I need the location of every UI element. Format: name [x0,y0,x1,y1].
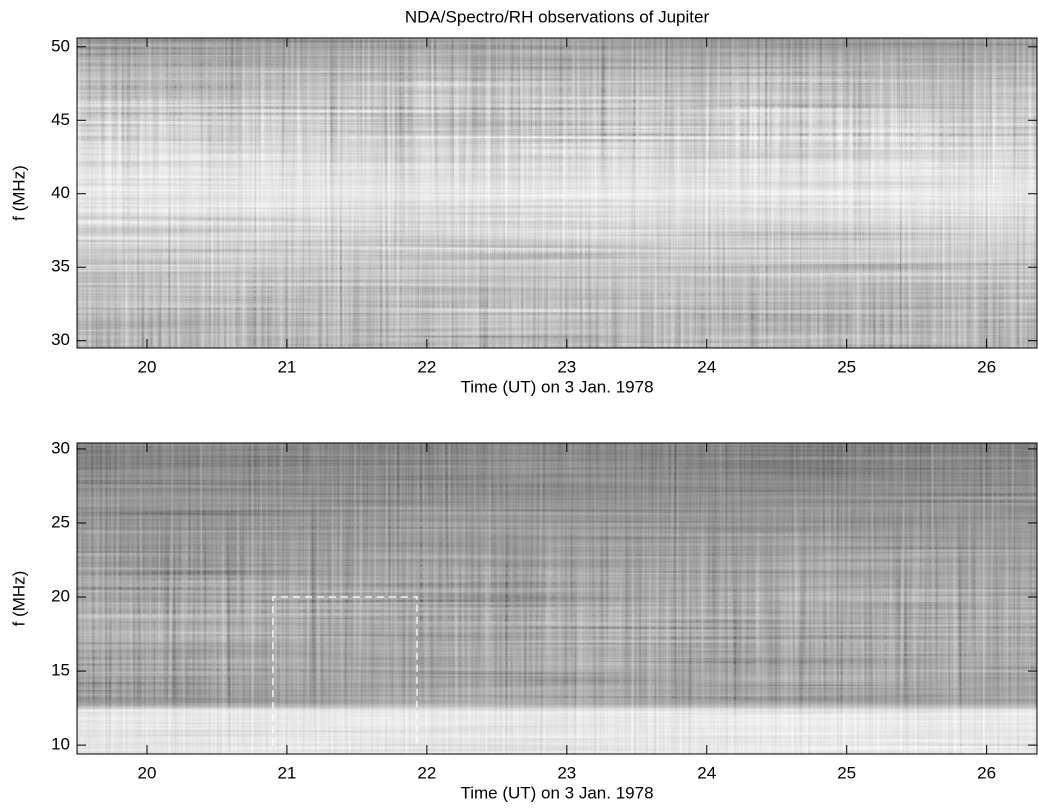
spectrogram-shading [77,443,1037,754]
y-tick-label: 50 [51,36,70,55]
plot-frame [76,442,1038,755]
chart-title: NDA/Spectro/RH observations of Jupiter [405,7,710,26]
x-tick-label: 23 [557,357,576,376]
y-tick-label: 15 [51,661,70,680]
y-tick-label: 20 [51,587,70,606]
x-tick-label: 22 [417,763,436,782]
x-tick-label: 26 [977,357,996,376]
y-axis-label: f (MHz) [9,165,28,221]
annotation-box [272,596,418,746]
x-tick-label: 20 [138,763,157,782]
x-tick-label: 25 [837,357,856,376]
y-tick-label: 30 [51,330,70,349]
x-tick-label: 21 [277,763,296,782]
x-tick-label: 21 [277,357,296,376]
spectrogram-shading [77,38,1037,348]
y-tick-label: 45 [51,110,70,129]
x-tick-label: 24 [697,763,716,782]
plot-frame [76,37,1038,349]
x-tick-label: 23 [557,763,576,782]
y-tick-label: 25 [51,512,70,531]
y-tick-label: 10 [51,735,70,754]
y-axis-label: f (MHz) [9,571,28,627]
y-tick-label: 30 [51,438,70,457]
x-tick-label: 24 [697,357,716,376]
y-tick-label: 35 [51,257,70,276]
y-tick-label: 40 [51,183,70,202]
x-axis-label: Time (UT) on 3 Jan. 1978 [460,783,653,802]
x-axis-label: Time (UT) on 3 Jan. 1978 [460,377,653,396]
x-tick-label: 20 [138,357,157,376]
x-tick-label: 26 [977,763,996,782]
x-tick-label: 22 [417,357,436,376]
x-tick-label: 25 [837,763,856,782]
